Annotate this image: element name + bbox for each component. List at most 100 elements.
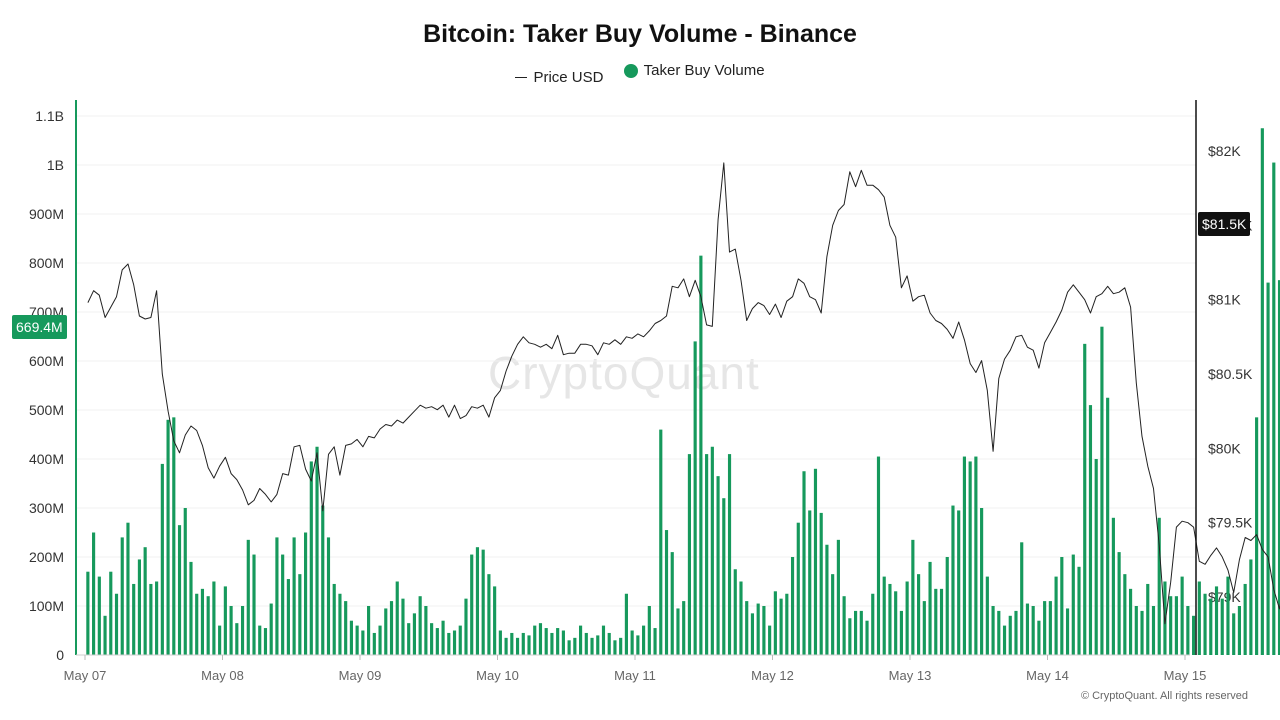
volume-bar	[1100, 326, 1104, 655]
volume-bar	[997, 610, 1001, 655]
volume-bar	[1186, 606, 1190, 655]
x-tick-label: May 08	[201, 668, 244, 683]
volume-bar	[344, 601, 348, 655]
y-left-tick-label: 200M	[29, 549, 64, 565]
volume-bar	[596, 635, 600, 655]
volume-bar	[802, 471, 806, 655]
volume-bar	[928, 561, 932, 655]
volume-bar	[756, 603, 760, 655]
y-right-tick-label: $79K	[1208, 589, 1241, 605]
volume-bar	[367, 606, 371, 655]
volume-bar	[1260, 128, 1264, 655]
volume-bar	[177, 525, 182, 655]
volume-bar	[567, 640, 571, 655]
cursor-value-left: 669.4M	[12, 315, 67, 339]
volume-bar	[664, 530, 669, 655]
volume-bar	[321, 505, 325, 655]
volume-bar	[303, 532, 308, 655]
volume-bar	[1106, 397, 1110, 655]
volume-bar	[286, 579, 290, 655]
volume-bar	[515, 637, 520, 655]
volume-bar	[962, 456, 967, 655]
volume-bar	[957, 510, 961, 655]
volume-bar	[939, 588, 944, 655]
volume-bar	[97, 576, 101, 655]
volume-bar	[401, 598, 405, 655]
volume-bar	[968, 461, 972, 655]
volume-bar	[676, 608, 680, 655]
volume-bar	[951, 505, 955, 655]
volume-bar	[1025, 603, 1030, 655]
volume-bar	[1048, 601, 1052, 655]
volume-bar	[389, 601, 394, 655]
volume-bar	[195, 593, 199, 655]
volume-bar	[561, 630, 565, 655]
volume-bar	[974, 456, 978, 655]
volume-bar	[1174, 596, 1178, 655]
volume-bar	[710, 446, 714, 655]
volume-bar	[991, 606, 995, 655]
volume-bar	[550, 632, 554, 655]
volume-bar	[487, 574, 491, 655]
volume-bar	[624, 593, 628, 655]
volume-bar	[263, 628, 268, 655]
volume-bar	[240, 606, 245, 655]
volume-bar	[1203, 593, 1207, 655]
volume-bar	[842, 596, 846, 655]
volume-bar	[1266, 282, 1270, 655]
volume-bar	[853, 610, 858, 655]
volume-bar	[349, 620, 353, 655]
volume-bar	[355, 625, 359, 655]
volume-bar	[435, 628, 439, 655]
volume-bar	[636, 635, 640, 655]
y-right-tick-label: $80K	[1208, 440, 1241, 456]
legend-item-volume[interactable]: Taker Buy Volume	[623, 62, 765, 79]
volume-bar	[384, 608, 388, 655]
volume-bar	[218, 625, 222, 655]
volume-bar	[275, 537, 279, 655]
volume-bar	[613, 640, 617, 655]
volume-bar	[1117, 552, 1121, 655]
volume-bar	[1037, 620, 1041, 655]
legend: Price USD Taker Buy Volume	[0, 62, 1280, 86]
volume-bar	[269, 603, 273, 655]
volume-bar	[699, 255, 703, 655]
volume-bar	[521, 632, 525, 655]
volume-bar	[544, 628, 548, 655]
volume-bar	[825, 544, 829, 655]
volume-bar	[1060, 557, 1064, 655]
volume-bar	[779, 598, 783, 655]
volume-bar	[727, 454, 732, 655]
volume-bar	[504, 637, 508, 655]
volume-bar	[332, 583, 336, 655]
legend-line-icon	[515, 76, 528, 78]
volume-bar	[705, 454, 709, 655]
volume-bar	[338, 593, 342, 655]
volume-bar	[206, 596, 210, 655]
y-left-tick-label: 900M	[29, 206, 64, 222]
volume-bar	[722, 498, 726, 655]
volume-bar	[882, 576, 886, 655]
volume-bar	[143, 547, 147, 655]
y-right-tick-label: $82K	[1208, 143, 1241, 159]
volume-bar	[458, 625, 462, 655]
volume-bar	[653, 628, 657, 655]
volume-bar	[86, 571, 90, 655]
volume-bar	[1180, 576, 1184, 655]
volume-bar	[475, 547, 480, 655]
volume-bar	[252, 554, 256, 655]
volume-bar	[172, 417, 176, 655]
volume-bar	[378, 625, 382, 655]
volume-bar	[911, 539, 915, 655]
volume-bar	[590, 637, 594, 655]
y-left-tick-label: 1.1B	[35, 108, 64, 124]
legend-dot-icon	[623, 63, 638, 78]
volume-bar	[1071, 554, 1075, 655]
y-left-tick-label: 600M	[29, 353, 64, 369]
volume-bar	[1031, 606, 1035, 655]
legend-item-price[interactable]: Price USD	[515, 69, 603, 86]
volume-bar	[1197, 581, 1201, 655]
volume-bar	[1020, 542, 1024, 655]
volume-bar	[693, 341, 697, 655]
